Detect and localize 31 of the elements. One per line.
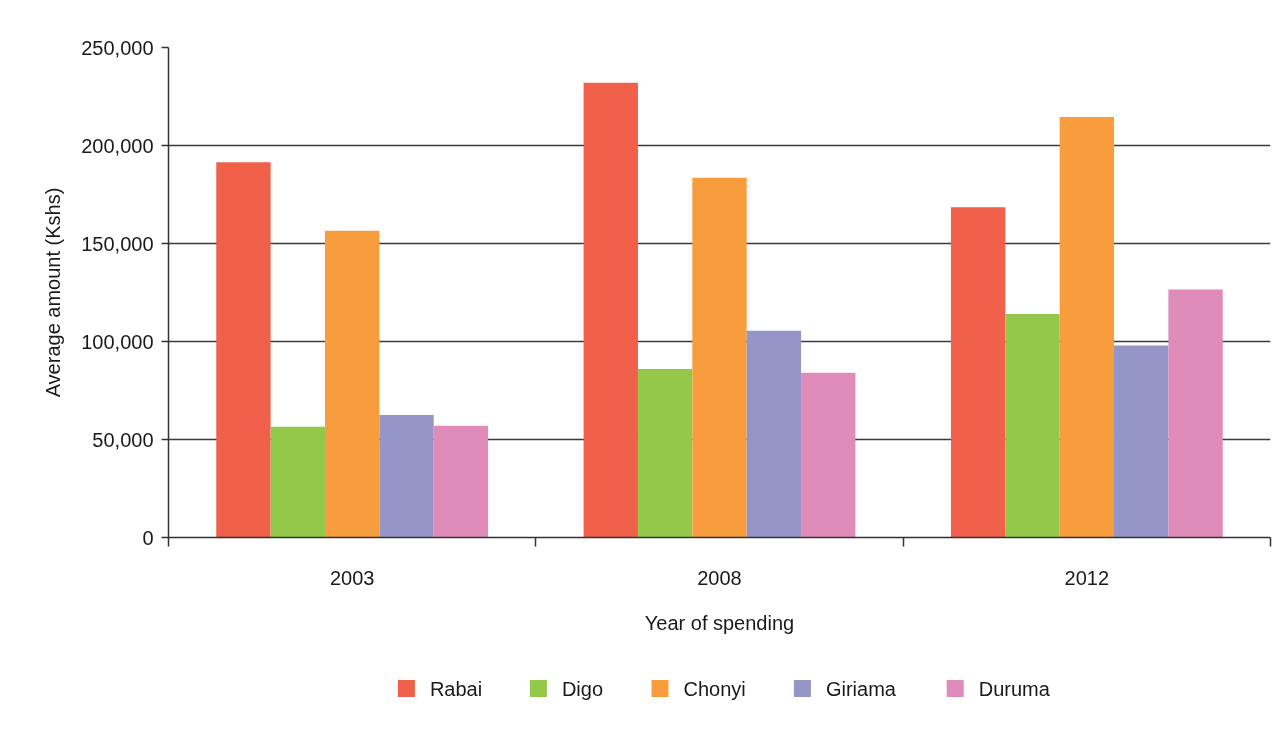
legend-label: Duruma (978, 677, 1051, 700)
bar (1005, 314, 1060, 538)
legend-label: Rabai (429, 677, 483, 700)
y-tick-label: 150,000 (81, 232, 154, 255)
bar (583, 82, 638, 538)
bar (801, 372, 856, 538)
y-tick-label: 0 (142, 526, 154, 549)
bar (1114, 345, 1169, 538)
bar (216, 162, 271, 538)
x-tick-label: 2008 (697, 566, 742, 589)
x-tick-label: 2003 (329, 566, 375, 589)
bar (692, 177, 747, 538)
bar (1059, 117, 1115, 538)
bar (270, 426, 325, 538)
y-tick-label: 250,000 (81, 36, 154, 59)
y-tick-label: 100,000 (81, 330, 154, 353)
y-tick-label: 200,000 (81, 134, 154, 157)
y-tick-label: 50,000 (92, 428, 154, 451)
legend-label: Giriama (825, 677, 897, 700)
bar (637, 368, 693, 538)
bar (324, 230, 380, 538)
x-axis-title: Year of spending (644, 611, 795, 634)
legend-label: Digo (561, 677, 604, 700)
bar (1168, 289, 1223, 538)
x-tick-label: 2012 (1064, 566, 1110, 589)
y-axis-title: Average amount (Kshs) (42, 187, 65, 398)
bar (950, 207, 1006, 538)
legend-label: Chonyi (683, 677, 746, 700)
bar (746, 330, 802, 538)
bar (379, 415, 434, 538)
bar (433, 425, 489, 538)
